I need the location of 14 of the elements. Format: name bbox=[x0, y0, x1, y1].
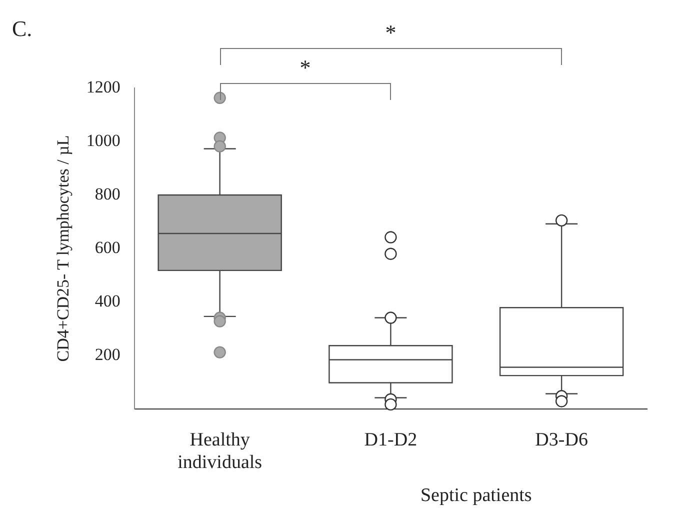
text: * bbox=[300, 55, 311, 80]
x-tick-label: Healthy individuals bbox=[178, 429, 262, 474]
y-tick-label: 600 bbox=[94, 238, 120, 257]
y-tick-label: 800 bbox=[94, 184, 120, 204]
text: Septic patients bbox=[420, 485, 532, 506]
y-tick-label: 1200 bbox=[86, 77, 120, 96]
y-tick-label: 400 bbox=[94, 291, 120, 310]
y-tick-label: 1000 bbox=[86, 130, 120, 150]
text: * bbox=[385, 20, 396, 45]
chart-title: C. bbox=[12, 16, 32, 41]
x-tick-label: D3-D6 bbox=[535, 429, 588, 450]
x-tick-label: D1-D2 bbox=[364, 429, 418, 450]
y-tick-label: 200 bbox=[94, 344, 120, 364]
y-axis-title: CD4+CD25- T lymphocytes / µL bbox=[54, 135, 73, 362]
